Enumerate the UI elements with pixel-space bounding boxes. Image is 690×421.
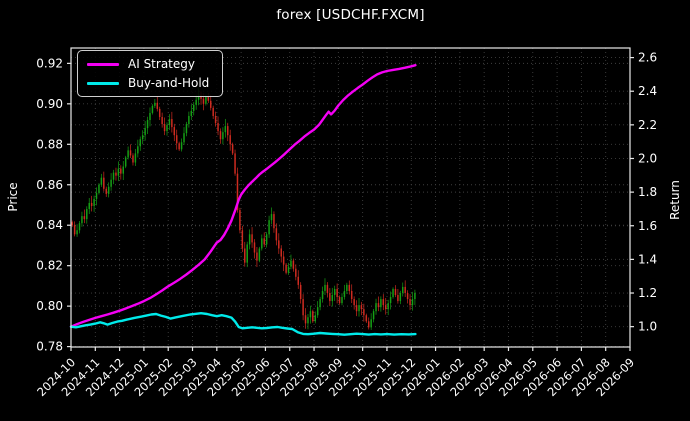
return-tick-label: 1.6	[638, 219, 657, 233]
return-tick-label: 2.6	[638, 51, 657, 65]
price-tick-label: 0.86	[36, 178, 63, 192]
price-tick-label: 0.82	[36, 259, 63, 273]
return-tick-label: 1.2	[638, 286, 657, 300]
return-tick-label: 1.8	[638, 185, 657, 199]
price-tick-label: 0.80	[36, 299, 63, 313]
price-tick-label: 0.92	[36, 56, 63, 70]
legend: AI Strategy Buy-and-Hold	[77, 50, 223, 97]
ai-strategy-line	[69, 64, 417, 328]
buy-and-hold-line-swatch	[87, 81, 119, 85]
price-tick-label: 0.90	[36, 97, 63, 111]
price-tick-label: 0.84	[36, 218, 63, 232]
legend-label-buy-and-hold: Buy-and-Hold	[128, 76, 210, 90]
return-tick-label: 2.0	[638, 151, 657, 165]
return-tick-label: 1.0	[638, 320, 657, 334]
legend-item-ai-strategy: AI Strategy	[87, 58, 222, 70]
price-tick-label: 0.78	[36, 340, 63, 354]
ai-strategy-line-swatch	[87, 62, 119, 66]
return-tick-label: 2.2	[638, 118, 657, 132]
return-tick-label: 2.4	[638, 84, 657, 98]
chart-title: forex [USDCHF.FXCM]	[276, 7, 425, 23]
plot-border	[70, 47, 631, 348]
legend-item-buy-and-hold: Buy-and-Hold	[87, 77, 222, 89]
price-tick-label: 0.88	[36, 137, 63, 151]
legend-label-ai-strategy: AI Strategy	[128, 57, 195, 71]
buy-and-hold-line	[69, 312, 417, 336]
candlestick-series	[71, 87, 416, 330]
return-tick-label: 1.4	[638, 252, 657, 266]
